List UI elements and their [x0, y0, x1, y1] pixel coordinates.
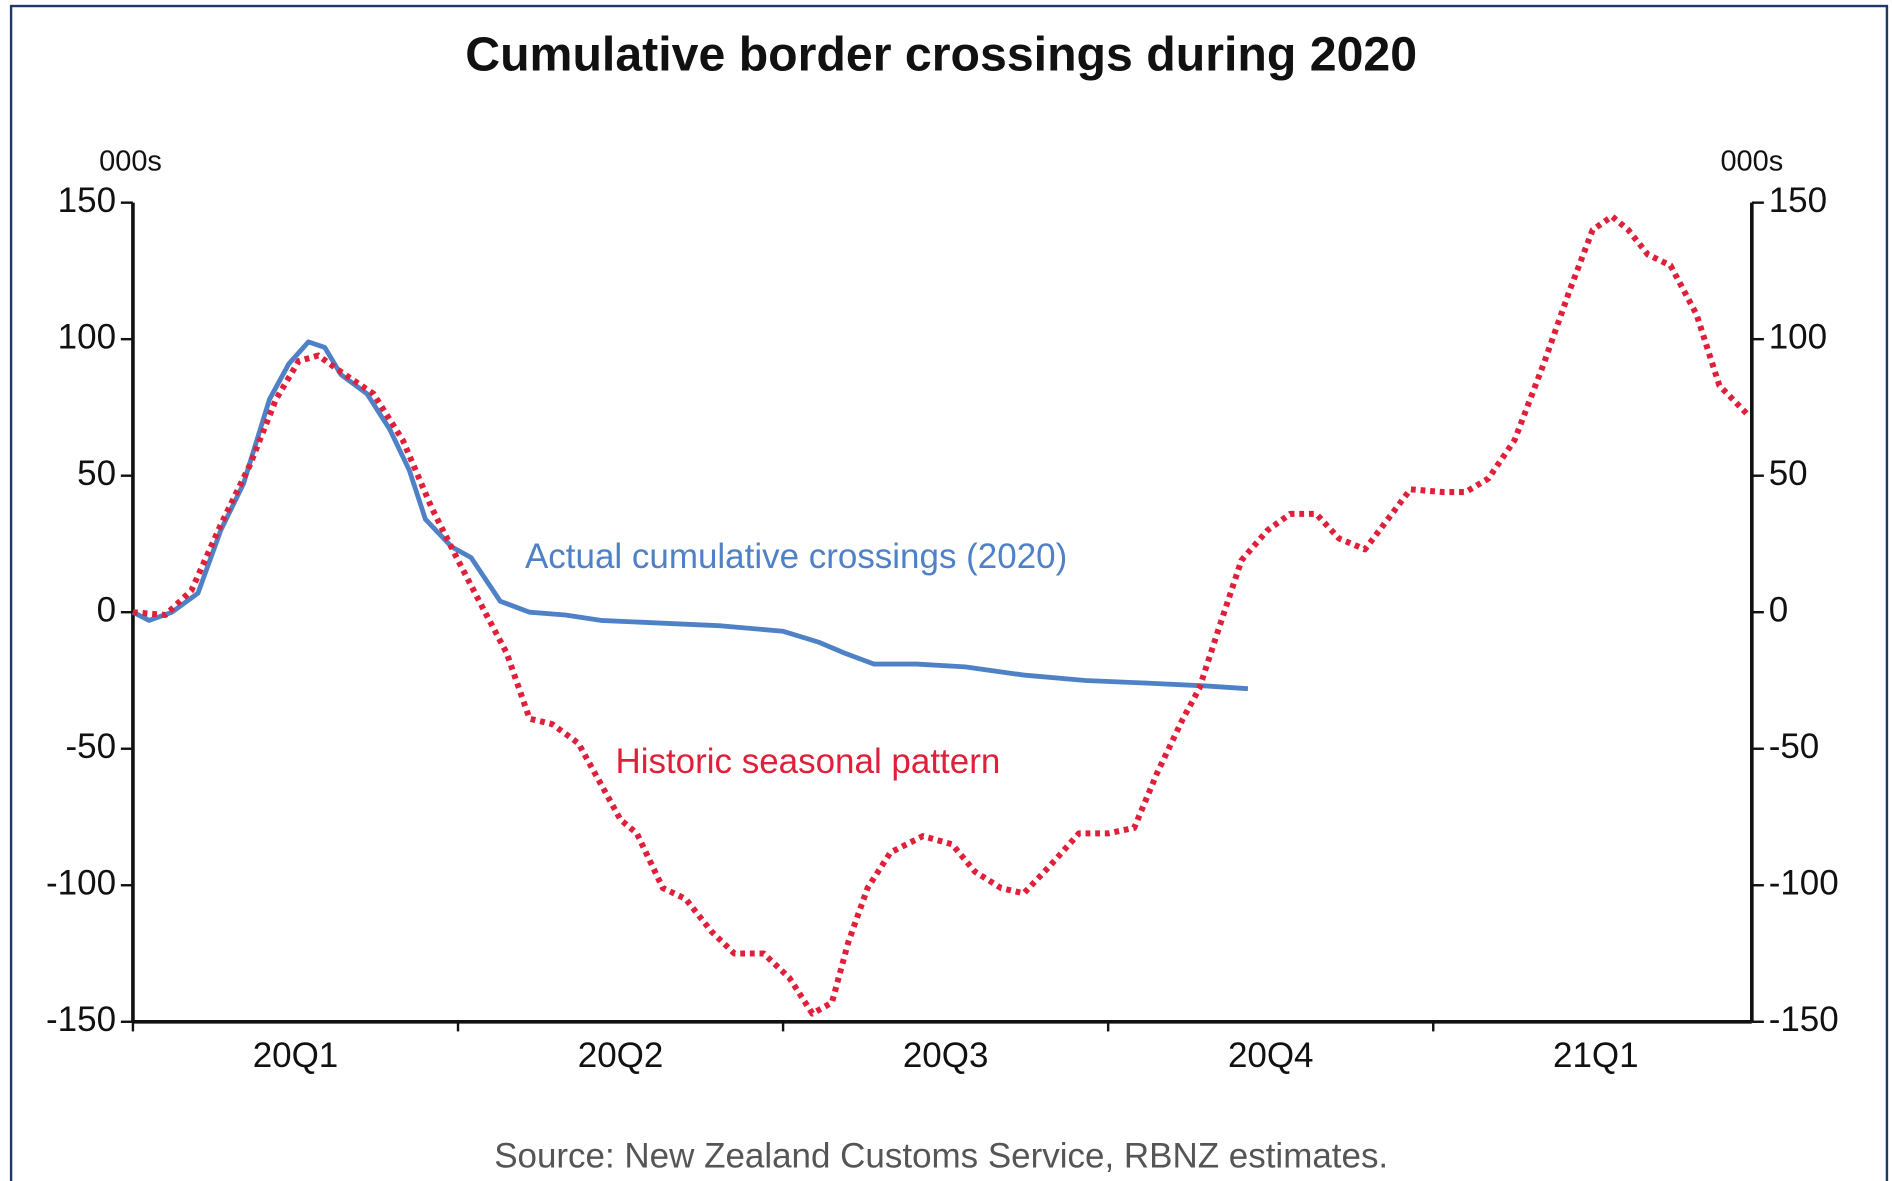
frame — [9, 4, 1889, 1181]
x-tick-label: 20Q2 — [578, 1036, 664, 1075]
y2-axis-unit: 000s — [1720, 145, 1783, 177]
x-tick-label: 20Q4 — [1228, 1036, 1314, 1075]
y2-tick-label: 50 — [1769, 454, 1808, 493]
y-tick-label: -150 — [46, 1000, 116, 1039]
x-tick-label: 21Q1 — [1553, 1036, 1639, 1075]
y2-tick-label: 100 — [1769, 317, 1827, 356]
y-tick-label: 150 — [58, 181, 116, 220]
y2-tick-label: -50 — [1769, 727, 1820, 766]
series-line — [131, 339, 1249, 692]
y-tick-label: 50 — [77, 454, 116, 493]
x-tick-label: 20Q1 — [253, 1036, 339, 1075]
y-tick-label: 100 — [58, 317, 116, 356]
y-tick-label: 0 — [97, 590, 116, 629]
y2-tick-label: -150 — [1769, 1000, 1839, 1039]
y-axis-unit: 000s — [99, 145, 162, 177]
y-tick-label: -100 — [46, 863, 116, 902]
series-label: Historic seasonal pattern — [615, 742, 1000, 781]
chart-title: Cumulative border crossings during 2020 — [465, 28, 1417, 82]
y-tick-label: -50 — [65, 727, 116, 766]
series-line — [132, 213, 1751, 1017]
x-tick-label: 20Q3 — [903, 1036, 989, 1075]
y2-tick-label: -100 — [1769, 863, 1839, 902]
y2-tick-label: 0 — [1769, 590, 1788, 629]
series-label: Actual cumulative crossings (2020) — [525, 537, 1067, 576]
y2-tick-label: 150 — [1769, 181, 1827, 220]
source-note: Source: New Zealand Customs Service, RBN… — [494, 1136, 1388, 1175]
